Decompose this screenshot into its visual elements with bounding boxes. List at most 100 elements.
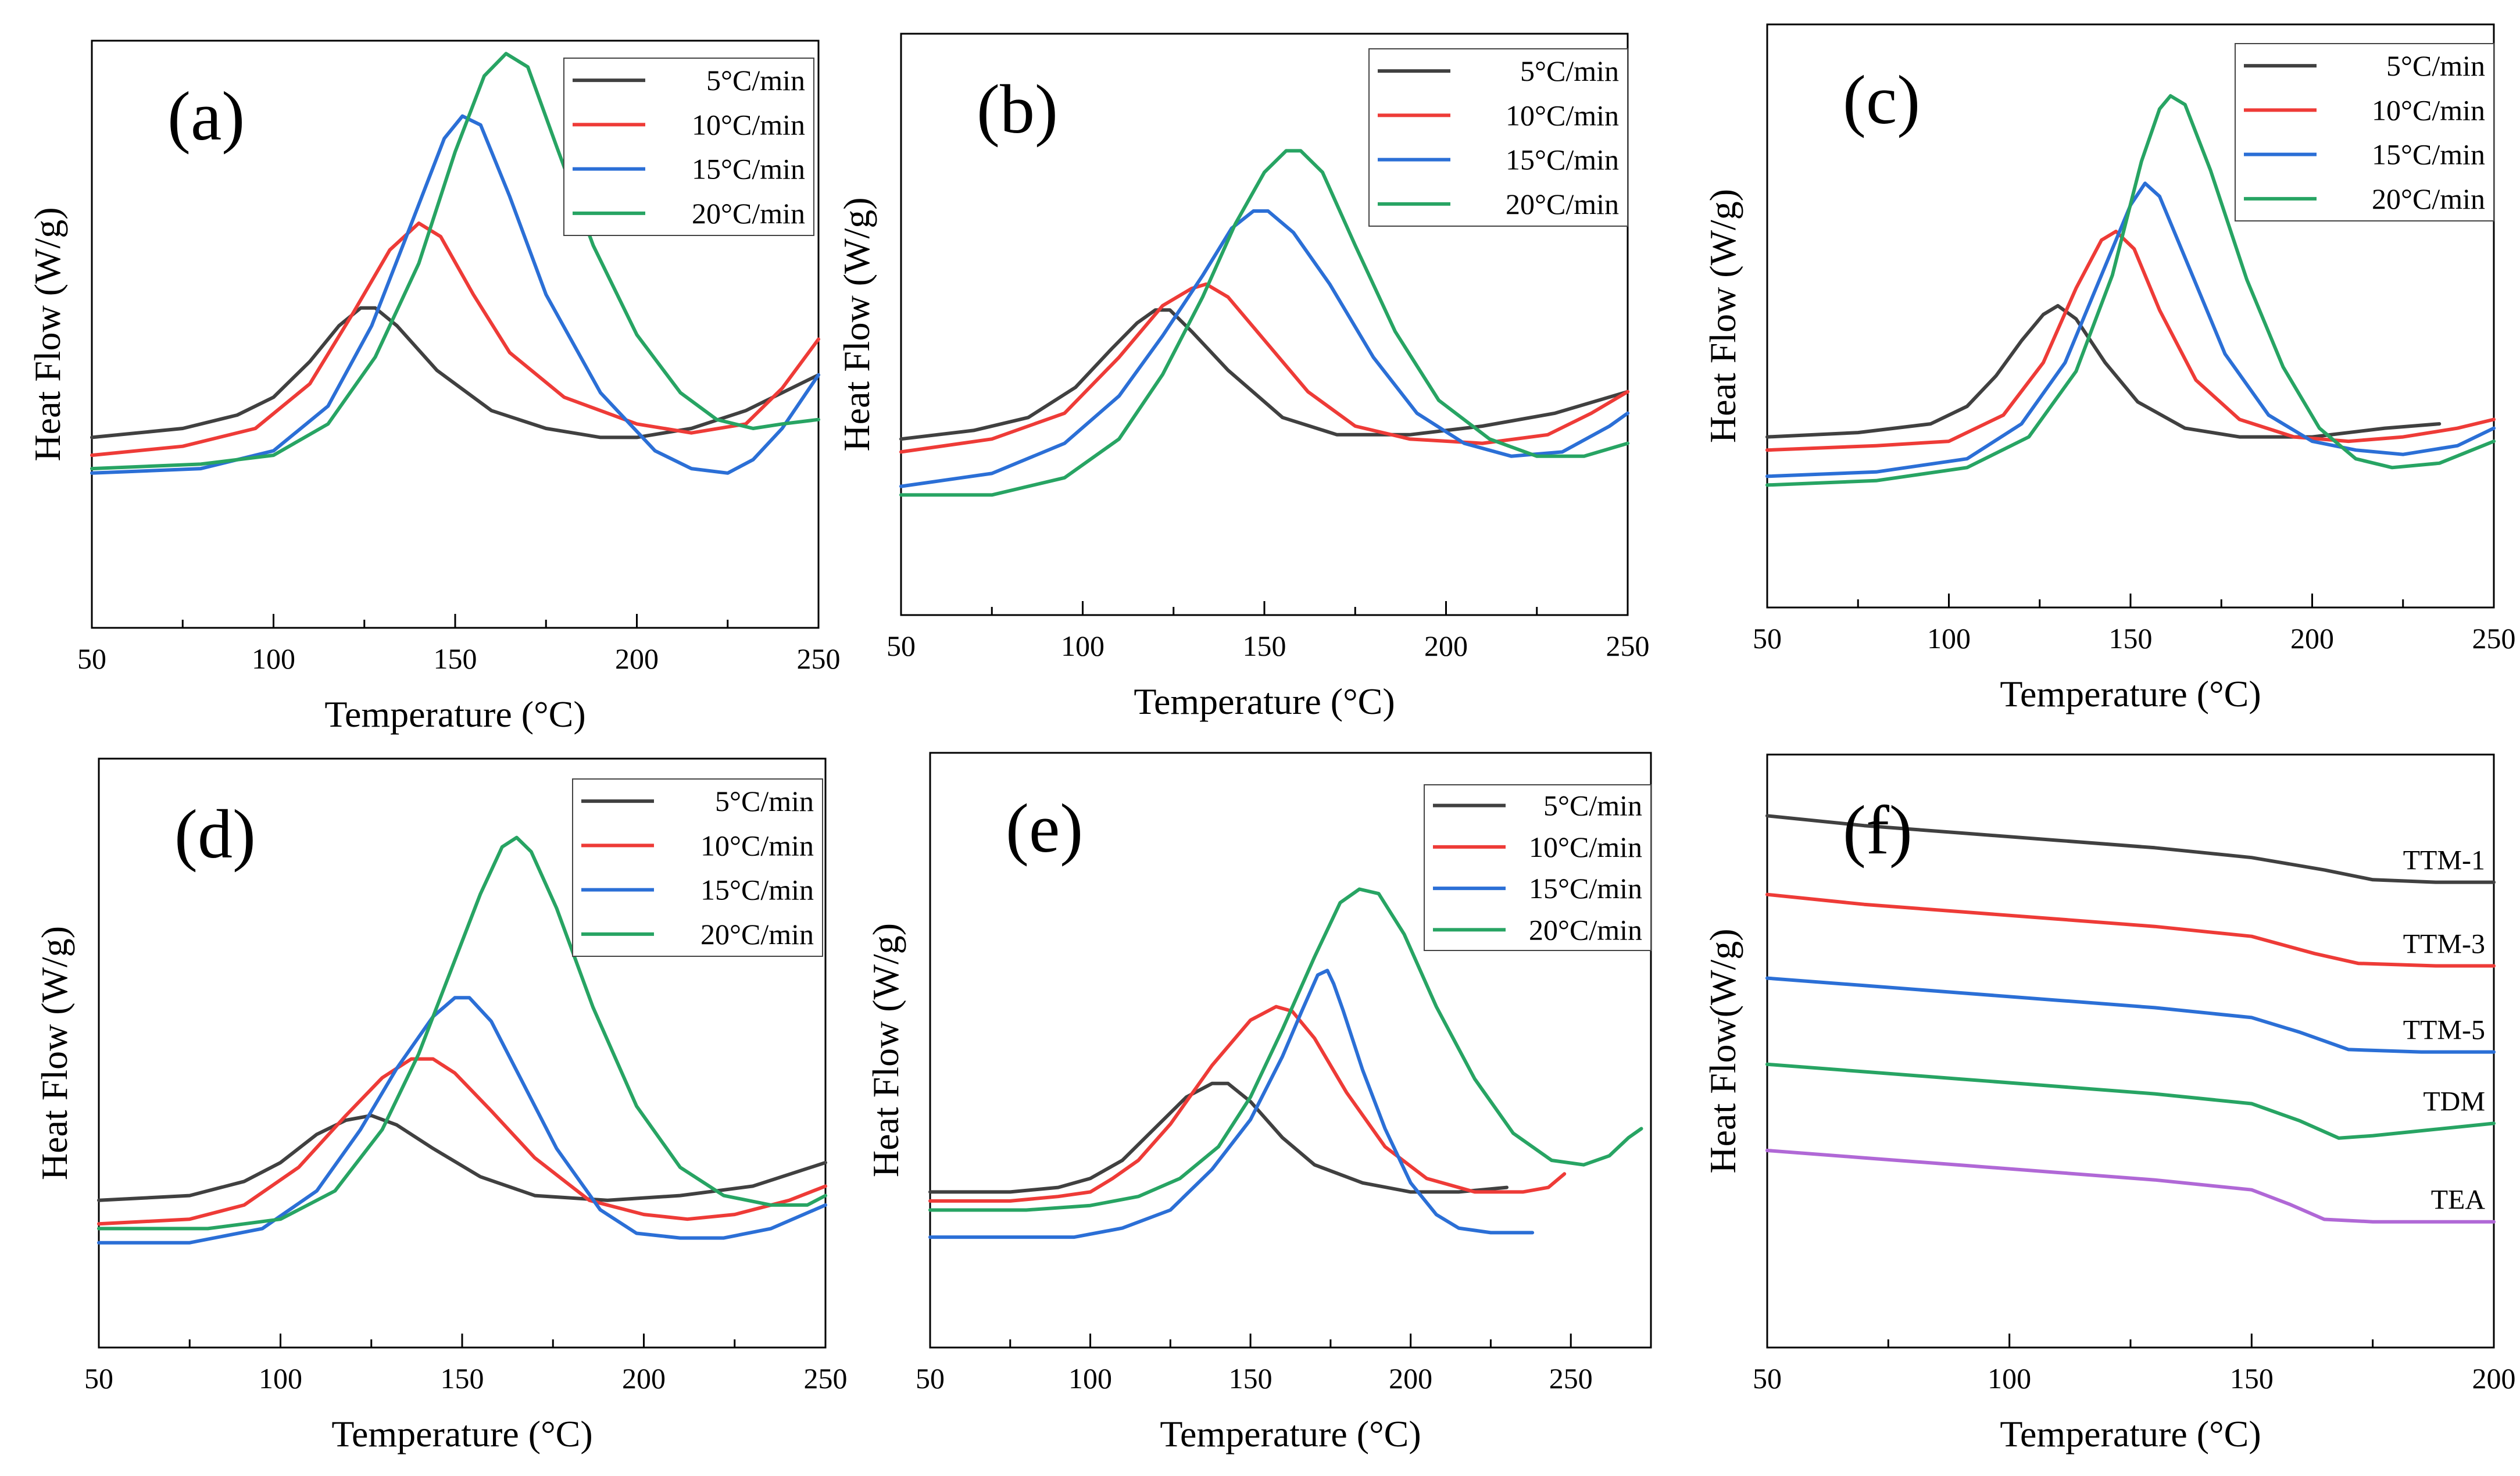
series-line-tdm <box>1765 1062 2496 1140</box>
series-line-15-c-min <box>97 996 827 1245</box>
x-tick-label: 250 <box>2472 622 2516 655</box>
legend-entry: 20°C/min <box>1529 913 1642 946</box>
legend: 5°C/min 10°C/min 15°C/min 20°C/min <box>563 58 814 236</box>
x-tick-label: 50 <box>1753 622 1782 655</box>
legend-entry: 10°C/min <box>1506 99 1619 131</box>
x-tick-label: 200 <box>1424 630 1468 662</box>
legend-entry: 15°C/min <box>2372 138 2485 171</box>
legend-entry: 5°C/min <box>1520 55 1619 87</box>
x-axis-title: Temperature (°C) <box>1134 681 1395 722</box>
x-tick-label: 200 <box>622 1362 666 1395</box>
series-line-ttm-3 <box>1765 892 2496 968</box>
series-label: TTM-5 <box>2403 1015 2485 1046</box>
legend: 5°C/min 10°C/min 15°C/min 20°C/min <box>572 778 823 957</box>
x-tick-label: 250 <box>804 1362 848 1395</box>
x-tick-label: 250 <box>1549 1362 1593 1395</box>
legend-entry: 20°C/min <box>1506 188 1619 220</box>
y-axis-title: Heat Flow (W/g) <box>1702 189 1743 443</box>
x-tick-label: 50 <box>77 642 106 675</box>
y-axis-title: Heat Flow (W/g) <box>865 923 906 1177</box>
legend-entry: 10°C/min <box>2372 94 2485 126</box>
legend-entry: 20°C/min <box>700 918 814 950</box>
series-label: TTM-1 <box>2403 845 2485 876</box>
series-line-15-c-min <box>90 114 820 475</box>
panel-b: 50 100 150 200 250 Temperature (°C) Heat Flow … <box>836 33 1650 722</box>
x-tick-label: 150 <box>1243 630 1286 662</box>
series-line-20-c-min <box>1765 94 2496 487</box>
x-tick-label: 100 <box>1061 630 1104 662</box>
series-line-10-c-min <box>97 1057 827 1226</box>
series-line-10-c-min <box>899 282 1629 454</box>
legend-entry: 10°C/min <box>700 829 814 862</box>
series-line-20-c-min <box>928 887 1643 1212</box>
legend-entry: 5°C/min <box>1543 789 1642 822</box>
series-line-20-c-min <box>90 52 820 471</box>
series-line-10-c-min <box>1765 230 2496 452</box>
legend-entry: 15°C/min <box>1529 872 1642 905</box>
series-line-20-c-min <box>899 149 1629 497</box>
series-line-10-c-min <box>90 221 820 458</box>
x-tick-label: 150 <box>2230 1362 2274 1395</box>
series-line-15-c-min <box>899 209 1629 488</box>
x-tick-label: 150 <box>434 642 477 675</box>
legend-entry: 5°C/min <box>715 785 814 817</box>
series-line-5-c-min <box>928 1081 1509 1194</box>
y-axis-title: Heat Flow (W/g) <box>836 197 877 451</box>
series-line-ttm-5 <box>1765 976 2496 1054</box>
legend-entry: 5°C/min <box>2386 49 2485 82</box>
legend-box <box>572 778 823 957</box>
panel-label: (b) <box>977 70 1058 148</box>
x-tick-label: 200 <box>1389 1362 1432 1395</box>
legend-entry: 15°C/min <box>700 874 814 906</box>
series-line-10-c-min <box>928 1005 1567 1203</box>
panel-label: (e) <box>1006 789 1083 867</box>
legend-entry: 5°C/min <box>706 64 805 97</box>
panel-label: (a) <box>167 77 245 155</box>
series-label: TDM <box>2423 1086 2485 1117</box>
panel-label: (c) <box>1843 61 1920 138</box>
y-axis-title: Heat Flow(W/g) <box>1702 928 1743 1173</box>
x-axis-title: Temperature (°C) <box>2000 1413 2261 1454</box>
legend-entry: 15°C/min <box>692 153 805 185</box>
x-axis-title: Temperature (°C) <box>324 694 585 735</box>
legend-entry: 10°C/min <box>692 108 805 141</box>
y-axis-title: Heat Flow (W/g) <box>34 926 75 1180</box>
series-line-5-c-min <box>899 308 1629 441</box>
series-label: TTM-3 <box>2403 928 2485 959</box>
series-label: TEA <box>2431 1185 2486 1216</box>
series-line-tea <box>1765 1149 2496 1224</box>
x-tick-label: 250 <box>797 642 841 675</box>
y-axis-title: Heat Flow (W/g) <box>27 207 68 461</box>
x-axis-title: Temperature (°C) <box>331 1413 592 1454</box>
x-tick-label: 200 <box>615 642 659 675</box>
series-line-20-c-min <box>97 835 827 1231</box>
legend-entry: 10°C/min <box>1529 831 1642 863</box>
series-line-5-c-min <box>90 306 820 439</box>
x-tick-label: 150 <box>441 1362 484 1395</box>
series-line-5-c-min <box>1765 303 2442 439</box>
x-tick-label: 100 <box>1927 622 1971 655</box>
legend-box <box>2235 43 2494 221</box>
legend-entry: 15°C/min <box>1506 144 1619 176</box>
x-tick-label: 200 <box>2472 1362 2516 1395</box>
x-axis-title: Temperature (°C) <box>1160 1413 1421 1454</box>
panel-d: 50 100 150 200 250 Temperature (°C) Heat Flow … <box>34 757 848 1454</box>
x-tick-label: 100 <box>259 1362 302 1395</box>
x-tick-label: 100 <box>252 642 295 675</box>
x-tick-label: 50 <box>916 1362 945 1395</box>
legend-box <box>563 58 814 236</box>
panel-c: 50 100 150 200 250 Temperature (°C) Heat Flow … <box>1702 23 2516 714</box>
series-line-ttm-1 <box>1765 814 2496 884</box>
series-line-5-c-min <box>97 1113 827 1202</box>
legend: 5°C/min 10°C/min 15°C/min 20°C/min <box>2235 43 2494 221</box>
x-axis-title: Temperature (°C) <box>2000 673 2261 714</box>
x-tick-label: 50 <box>887 630 916 662</box>
series-line-15-c-min <box>928 968 1535 1239</box>
series-line-15-c-min <box>1765 181 2496 478</box>
x-tick-label: 50 <box>84 1362 113 1395</box>
legend: 5°C/min 10°C/min 15°C/min 20°C/min <box>1368 48 1628 227</box>
x-tick-label: 250 <box>1606 630 1650 662</box>
panel-f: 50 100 150 200 Temperature (°C) Heat Flow(W/g… <box>1702 753 2516 1454</box>
panel-a: 50 100 150 200 250 Temperature (°C) Heat Flow … <box>27 40 841 735</box>
